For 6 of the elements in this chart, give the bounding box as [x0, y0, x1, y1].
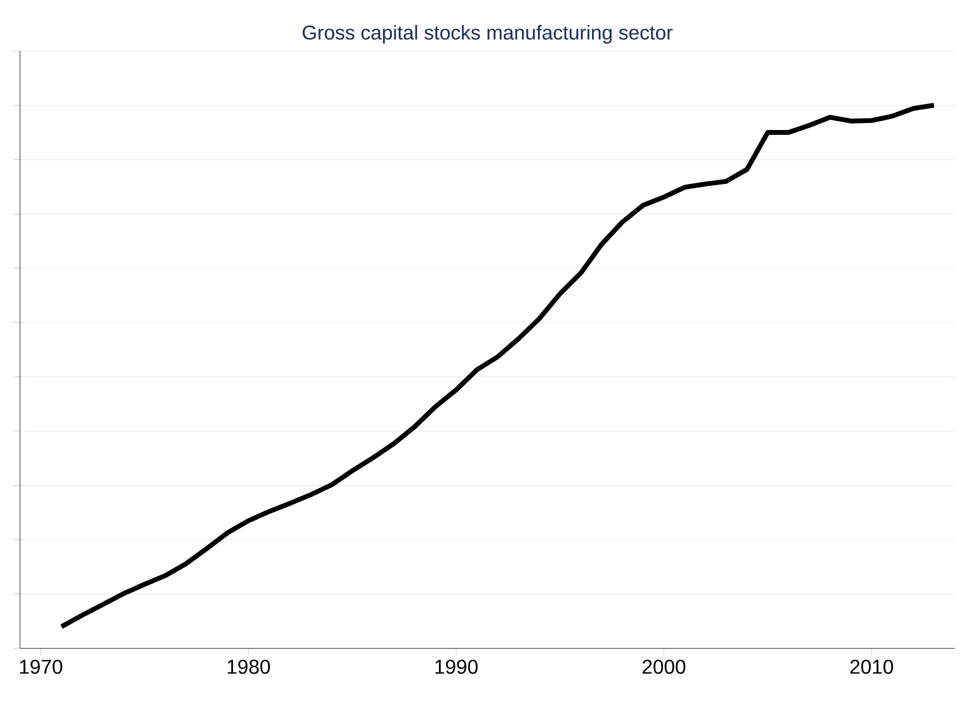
- x-tick-label: 2010: [850, 660, 894, 674]
- x-tick-label: 1970: [20, 660, 62, 674]
- x-tick-label: 1990: [435, 660, 478, 674]
- x-tick-label: 1980: [228, 660, 270, 674]
- chart-title: Gross capital stocks manufacturing sector: [302, 24, 673, 44]
- x-tick-label: 2000: [642, 660, 686, 674]
